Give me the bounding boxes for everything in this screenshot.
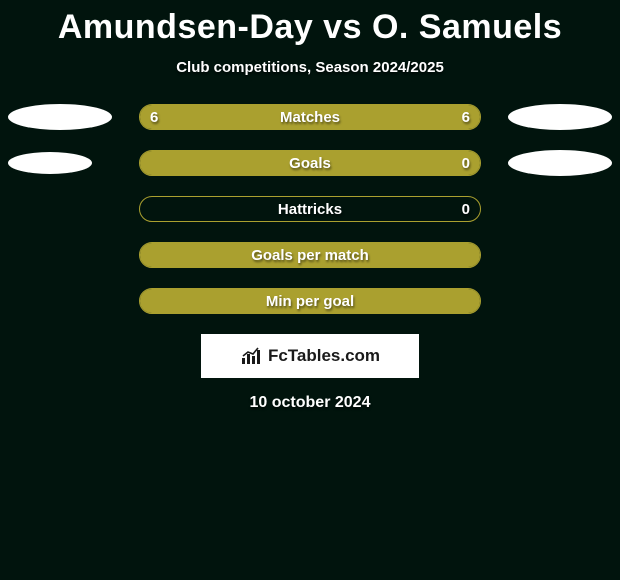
player-left-ellipse <box>8 104 112 130</box>
comparison-chart: Matches66Goals0Hattricks0Goals per match… <box>0 104 620 314</box>
page-title: Amundsen-Day vs O. Samuels <box>0 0 620 47</box>
stat-row: Matches6 6 <box>0 104 620 130</box>
stat-label: Goals <box>140 151 480 175</box>
player-right-ellipse <box>508 150 612 176</box>
stat-label: Hattricks <box>140 197 480 221</box>
stat-row: Goals per match <box>0 242 620 268</box>
stat-row: Min per goal <box>0 288 620 314</box>
stat-bar-track: Hattricks0 <box>139 196 481 222</box>
player-right-ellipse <box>508 104 612 130</box>
stat-value-right: 0 <box>462 197 470 221</box>
date-footer: 10 october 2024 <box>0 394 620 412</box>
stat-bar-track: Min per goal <box>139 288 481 314</box>
stat-row: Goals0 <box>0 150 620 176</box>
stat-label: Min per goal <box>140 289 480 313</box>
stat-row: Hattricks0 <box>0 196 620 222</box>
stat-label: Goals per match <box>140 243 480 267</box>
source-badge: FcTables.com <box>201 334 419 378</box>
stat-bar-track: Goals per match <box>139 242 481 268</box>
badge-text: FcTables.com <box>268 346 380 366</box>
player-left-ellipse <box>8 152 92 174</box>
stat-value-right: 0 <box>462 151 470 175</box>
page-subtitle: Club competitions, Season 2024/2025 <box>0 59 620 76</box>
chart-icon <box>240 347 264 365</box>
stat-bar-track: Matches6 6 <box>139 104 481 130</box>
stat-label: Matches <box>140 105 480 129</box>
stat-bar-track: Goals0 <box>139 150 481 176</box>
stat-value-left: 6 <box>150 105 158 129</box>
stat-value-right: 6 <box>462 105 470 129</box>
